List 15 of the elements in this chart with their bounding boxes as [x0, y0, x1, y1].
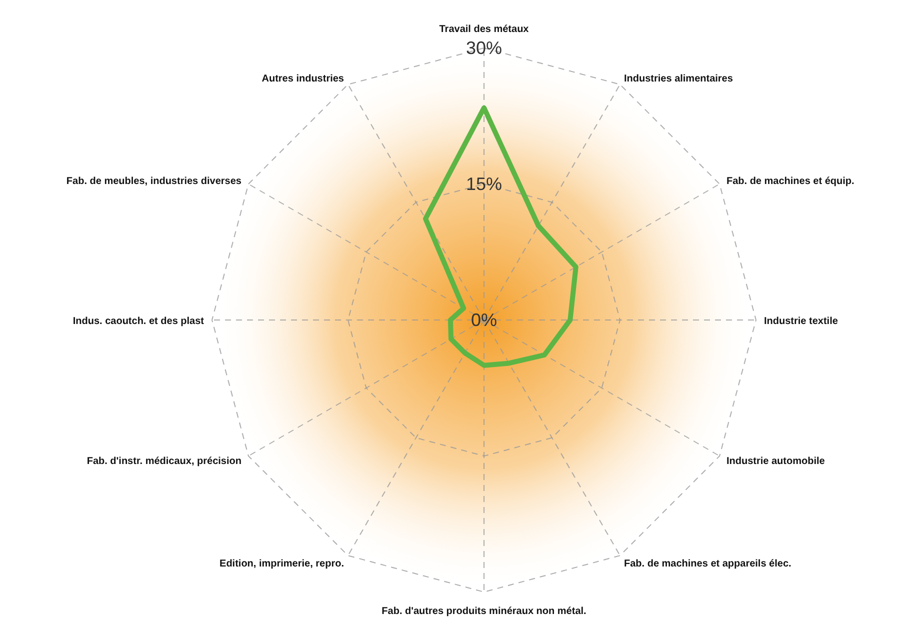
spoke-label: Industrie textile — [764, 316, 838, 327]
spoke-label: Fab. d'instr. médicaux, précision — [86, 456, 242, 467]
y-tick-label: 30% — [466, 38, 502, 58]
spoke-label: Autres industries — [262, 74, 344, 85]
spoke-label: Edition, imprimerie, repro. — [220, 558, 344, 570]
spoke-label: Travail des métaux — [439, 24, 530, 35]
spoke-label: Indus. caoutch. et des plast — [72, 316, 205, 327]
spoke-label: Industries alimentaires — [624, 74, 734, 85]
y-tick-label: 15% — [466, 174, 502, 194]
spoke-label: Industrie automobile — [726, 456, 826, 467]
spoke-label: Fab. de meubles, industries diverses — [66, 176, 242, 187]
spoke-label: Fab. de machines et appareils élec. — [624, 558, 792, 570]
y-tick-label: 0% — [470, 310, 498, 330]
spoke-label: Fab. d'autres produits minéraux non métal. — [382, 606, 587, 617]
spoke-label: Fab. de machines et équip. — [726, 176, 855, 187]
